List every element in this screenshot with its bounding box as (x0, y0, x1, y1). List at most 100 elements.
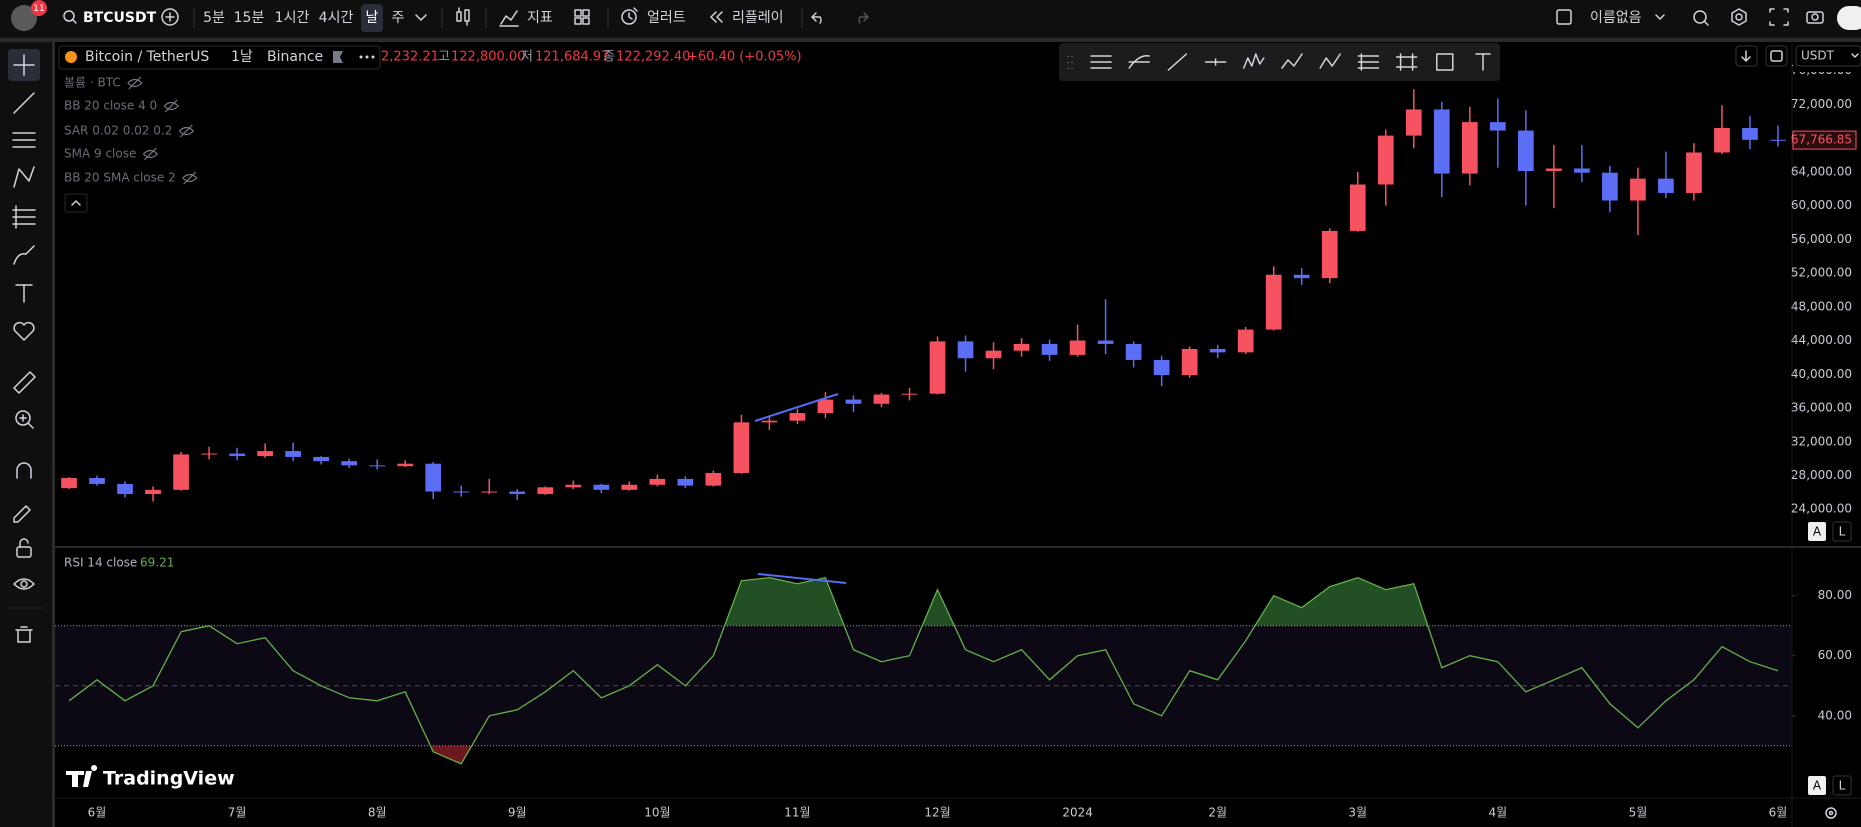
indicator-label[interactable]: 볼륨 · BTC (64, 76, 121, 90)
legend-low-label: 저 (521, 50, 533, 65)
auto-scale-button[interactable] (1808, 522, 1826, 541)
candle-body (453, 491, 470, 493)
last-price-box (1792, 130, 1857, 150)
candle-body (1461, 122, 1478, 174)
text-tool[interactable] (15, 284, 33, 303)
layout-dropdown[interactable] (1655, 14, 1665, 20)
magnet-tool[interactable] (16, 462, 32, 479)
interval[interactable]: 주 (392, 10, 405, 26)
interval[interactable]: 날 (366, 10, 379, 26)
flag-icon[interactable] (333, 51, 343, 63)
crosshair-tool[interactable] (13, 54, 35, 76)
more-icon[interactable] (359, 55, 375, 59)
symbol[interactable]: BTCUSDT (83, 10, 157, 26)
axis-settings-icon[interactable] (1825, 807, 1837, 819)
lock-tool[interactable] (16, 538, 32, 558)
log-scale-button[interactable] (1832, 521, 1852, 542)
indicators-button[interactable]: 지표 (527, 10, 553, 26)
replay-button[interactable]: 리플레이 (732, 10, 784, 26)
reset-icon (1770, 50, 1783, 62)
time-tick-label: 12월 (924, 806, 950, 820)
lock-drawings-tool[interactable] (13, 505, 31, 523)
zoom-tool[interactable] (15, 410, 34, 429)
candle-body (901, 393, 918, 395)
drawing-tool[interactable] (1475, 53, 1491, 71)
drawing-tool[interactable] (1395, 53, 1418, 71)
interval[interactable]: 4시간 (319, 10, 354, 26)
currency-button[interactable] (1795, 45, 1861, 67)
favorites-tool[interactable] (13, 321, 35, 341)
drawing-tool[interactable] (1128, 55, 1150, 69)
log-scale-button[interactable] (1832, 775, 1852, 796)
hide-tool[interactable] (13, 578, 35, 590)
interval[interactable]: 5분 (203, 10, 225, 26)
legend-high: 122,800.00 (451, 50, 525, 65)
snapshot-icon[interactable] (1806, 11, 1824, 24)
search-icon[interactable] (63, 10, 77, 24)
drawing-tool[interactable] (1319, 53, 1341, 69)
indicator-label[interactable]: SAR 0.02 0.02 0.2 (64, 124, 172, 138)
alert-button[interactable]: 얼러트 (647, 10, 686, 26)
auto-scale-label: A (1813, 525, 1822, 539)
alert-icon[interactable] (621, 7, 638, 25)
reset-button[interactable] (1765, 45, 1788, 67)
candle-body (1489, 122, 1506, 131)
branding[interactable]: TradingView (103, 768, 235, 790)
replay-icon[interactable] (710, 11, 723, 23)
candle-body (845, 399, 862, 404)
drawing-tool[interactable] (1204, 58, 1227, 66)
settings-icon[interactable] (1731, 8, 1747, 26)
indicator-label[interactable]: BB 20 close 4 0 (64, 99, 157, 113)
indicator-list: 볼륨 · BTC BB 20 close 4 0 SAR 0.02 0.02 0.2… (64, 76, 198, 185)
legend-symbol[interactable]: Bitcoin / TetherUS (85, 49, 209, 65)
horizontal-lines-tool[interactable] (12, 132, 36, 148)
rsi-line (68, 576, 1779, 765)
candle-body (117, 483, 133, 495)
pattern-tool[interactable] (13, 166, 35, 188)
quick-search-icon[interactable] (1693, 10, 1709, 26)
undo[interactable] (811, 12, 822, 24)
layout-name[interactable]: 이름없음 (1590, 10, 1642, 26)
drawing-tool[interactable] (1243, 53, 1265, 69)
indicators-icon[interactable] (499, 10, 519, 27)
trend-line[interactable] (754, 393, 839, 422)
legend-close-label: 종 (603, 50, 615, 65)
drawing-tool[interactable] (1281, 53, 1303, 69)
compare-button[interactable] (161, 8, 179, 26)
remove-tool[interactable] (15, 626, 33, 643)
candle-body (985, 350, 1002, 359)
price-tick-label: 64,000.00 (1791, 164, 1852, 178)
publish-button[interactable] (1837, 6, 1861, 30)
drawing-tools (1067, 53, 1491, 71)
templates-icon[interactable] (574, 9, 590, 25)
layout-icon[interactable] (1556, 9, 1572, 25)
trend-line[interactable] (757, 573, 847, 584)
fullscreen-icon[interactable] (1769, 8, 1789, 26)
scroll-button[interactable] (1735, 45, 1758, 67)
drawing-tool[interactable] (1436, 53, 1454, 71)
measure-tool[interactable] (13, 371, 36, 394)
interval-dropdown[interactable] (415, 14, 427, 21)
candle-body (733, 422, 750, 473)
indicator-label[interactable]: SMA 9 close (64, 147, 136, 161)
brush-tool[interactable] (13, 245, 35, 265)
trend-line-tool[interactable] (13, 92, 35, 114)
symbol-legend-box[interactable] (58, 45, 381, 70)
candle-body (1686, 152, 1702, 193)
auto-scale-button[interactable] (1808, 776, 1826, 795)
chart-type-icon[interactable] (456, 7, 470, 26)
collapse-button[interactable] (64, 193, 88, 213)
interval[interactable]: 15분 (234, 10, 265, 26)
redo[interactable] (858, 12, 869, 24)
avatar[interactable] (11, 5, 37, 31)
drawing-tool[interactable] (1357, 53, 1380, 71)
rsi-title[interactable]: RSI 14 close (64, 556, 137, 570)
fib-tool[interactable] (12, 205, 36, 229)
drawing-tool[interactable] (1167, 53, 1188, 71)
drawing-tool[interactable] (1090, 55, 1112, 69)
axes: 24,000.00 28,000.00 32,000.00 36,000.00 40,0… (88, 63, 1857, 820)
candle-body (1125, 343, 1142, 360)
interval[interactable]: 1시간 (275, 10, 310, 26)
candle-body (1321, 230, 1338, 279)
indicator-label[interactable]: BB 20 SMA close 2 (64, 171, 176, 185)
